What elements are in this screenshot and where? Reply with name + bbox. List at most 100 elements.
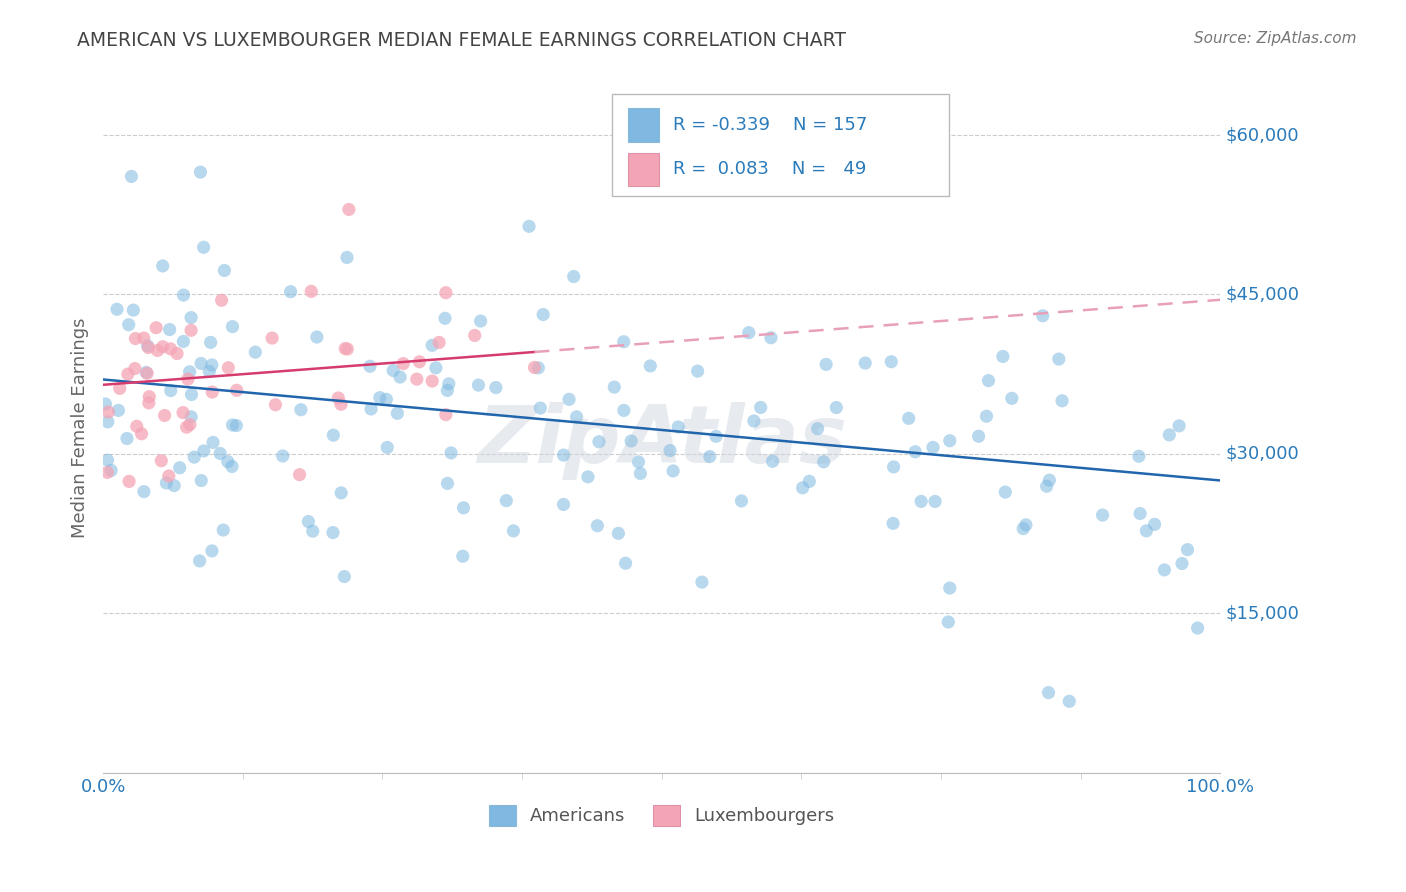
Point	[427, 335, 450, 350]
Point	[1128, 450, 1150, 464]
Point	[138, 390, 160, 404]
Point	[1159, 428, 1181, 442]
Point	[922, 441, 945, 455]
Point	[211, 293, 233, 308]
Point	[328, 391, 350, 405]
Point	[163, 478, 186, 492]
Point	[523, 360, 546, 375]
Point	[904, 444, 927, 458]
Point	[176, 420, 198, 434]
Point	[614, 556, 637, 570]
Point	[159, 384, 181, 398]
Point	[799, 475, 821, 489]
Point	[153, 409, 176, 423]
Point	[640, 359, 662, 373]
Point	[125, 419, 148, 434]
Text: R =  0.083    N =   49: R = 0.083 N = 49	[673, 161, 868, 178]
Point	[322, 428, 344, 442]
Point	[180, 387, 202, 401]
Point	[280, 285, 302, 299]
Point	[939, 434, 962, 448]
Point	[690, 575, 713, 590]
Point	[387, 406, 409, 420]
Point	[190, 356, 212, 370]
Point	[360, 401, 382, 416]
Point	[815, 358, 838, 372]
Point	[305, 330, 328, 344]
Point	[159, 342, 181, 356]
Point	[190, 165, 212, 179]
Point	[94, 397, 117, 411]
Point	[212, 523, 235, 537]
Point	[1153, 563, 1175, 577]
Point	[437, 376, 460, 391]
Point	[221, 417, 243, 432]
Point	[201, 544, 224, 558]
Text: Source: ZipAtlas.com: Source: ZipAtlas.com	[1194, 31, 1357, 46]
Point	[1015, 517, 1038, 532]
Text: $15,000: $15,000	[1226, 604, 1299, 623]
Point	[1012, 522, 1035, 536]
Point	[225, 384, 247, 398]
Point	[1047, 352, 1070, 367]
Point	[330, 397, 353, 411]
Point	[179, 365, 201, 379]
Point	[124, 361, 146, 376]
Point	[408, 355, 430, 369]
Point	[152, 340, 174, 354]
Point	[730, 494, 752, 508]
Point	[699, 450, 721, 464]
Point	[807, 422, 830, 436]
Point	[467, 378, 489, 392]
Point	[180, 323, 202, 337]
Point	[1035, 479, 1057, 493]
Point	[120, 169, 142, 184]
Point	[217, 455, 239, 469]
Point	[179, 417, 201, 432]
Point	[335, 342, 357, 356]
Point	[193, 444, 215, 458]
Point	[132, 484, 155, 499]
Point	[136, 367, 159, 381]
Point	[558, 392, 581, 407]
Point	[453, 500, 475, 515]
Point	[172, 406, 194, 420]
Text: ZipAtlas: ZipAtlas	[477, 402, 846, 480]
Point	[405, 372, 427, 386]
Point	[155, 475, 177, 490]
Point	[883, 459, 905, 474]
Point	[531, 308, 554, 322]
Point	[434, 311, 457, 326]
Point	[738, 326, 761, 340]
Point	[976, 409, 998, 424]
Text: $30,000: $30,000	[1226, 445, 1299, 463]
Point	[1143, 517, 1166, 532]
Point	[201, 385, 224, 400]
Point	[1168, 418, 1191, 433]
Point	[262, 331, 284, 345]
Point	[209, 446, 232, 460]
Point	[613, 334, 636, 349]
Point	[180, 310, 202, 325]
Point	[420, 338, 443, 352]
Point	[375, 441, 398, 455]
Point	[118, 318, 141, 332]
Point	[118, 475, 141, 489]
Point	[271, 449, 294, 463]
Point	[880, 355, 903, 369]
Point	[96, 466, 118, 480]
Point	[434, 285, 457, 300]
Point	[157, 469, 180, 483]
Point	[299, 285, 322, 299]
Point	[1032, 309, 1054, 323]
Point	[436, 384, 458, 398]
Point	[813, 455, 835, 469]
Point	[145, 320, 167, 334]
Point	[138, 396, 160, 410]
Point	[173, 288, 195, 302]
Point	[853, 356, 876, 370]
Point	[464, 328, 486, 343]
Point	[495, 493, 517, 508]
Point	[290, 402, 312, 417]
Point	[1129, 507, 1152, 521]
